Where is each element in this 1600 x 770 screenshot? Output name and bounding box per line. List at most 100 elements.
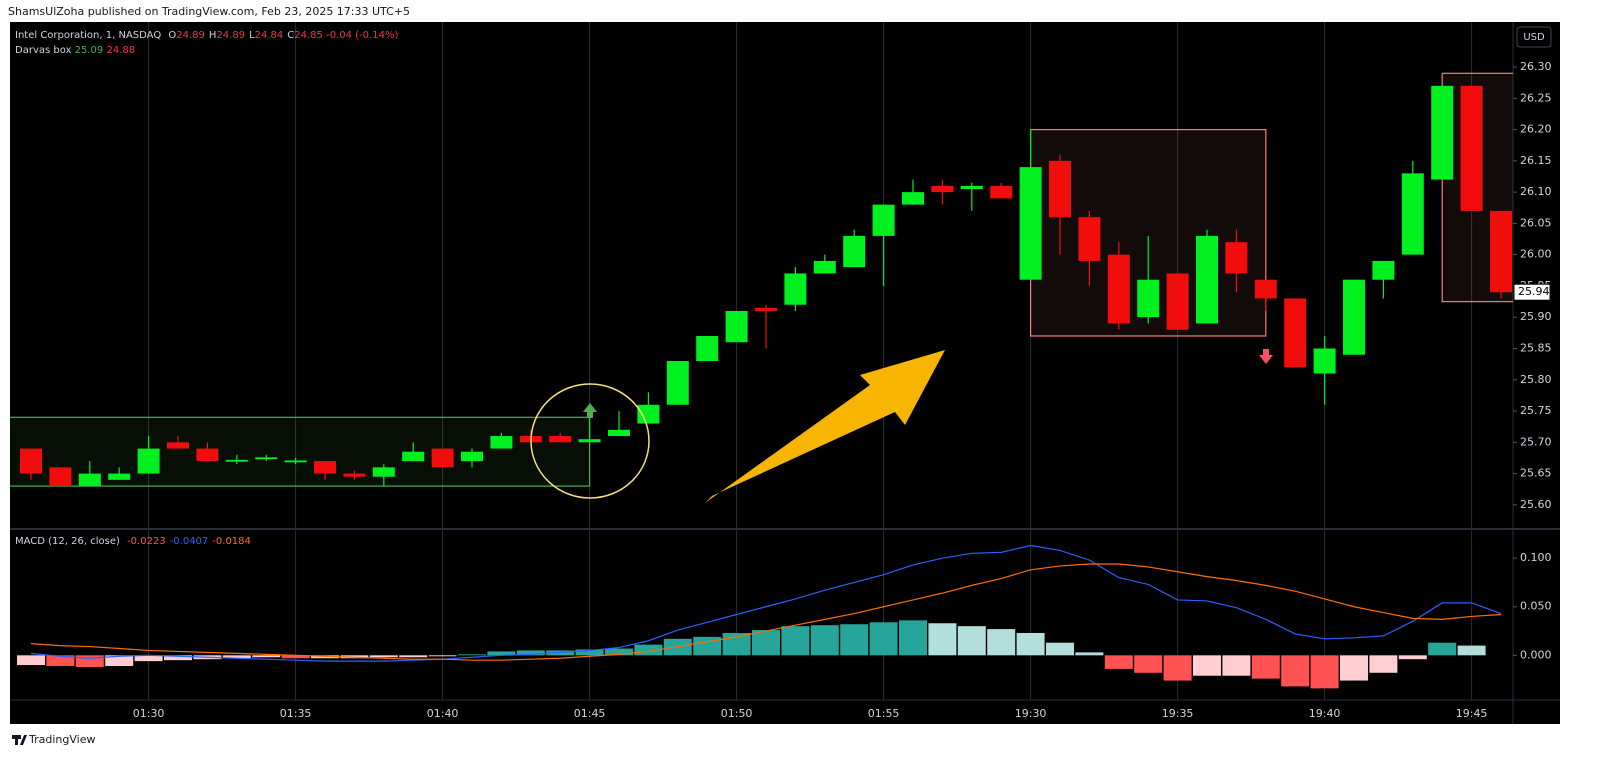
- y-tick-label: 0.000: [1520, 648, 1552, 661]
- macd-value: -0.0184: [212, 536, 251, 547]
- change: -0.04 (-0.14%): [326, 30, 398, 41]
- candle-body: [1078, 217, 1101, 261]
- ohlc-key: O: [168, 30, 176, 41]
- x-tick-label: 01:30: [133, 707, 165, 720]
- macd-histogram-bar: [1016, 632, 1045, 656]
- macd-histogram-bar: [781, 626, 810, 656]
- macd-histogram-bar: [869, 622, 898, 656]
- y-tick-label: 25.60: [1520, 498, 1552, 511]
- macd-histogram-bar: [17, 655, 45, 666]
- candle-body: [960, 185, 983, 189]
- y-tick-label: 26.00: [1520, 248, 1552, 261]
- candle-body: [225, 459, 248, 462]
- darvas-box: [10, 416, 591, 487]
- macd-histogram-bar: [134, 655, 163, 662]
- macd-histogram-bar: [428, 655, 457, 657]
- currency[interactable]: USD: [1523, 32, 1545, 43]
- candle-body: [931, 185, 954, 193]
- macd-histogram-bar: [1428, 642, 1457, 656]
- candle-body: [784, 273, 807, 305]
- candle-body: [1166, 273, 1189, 330]
- darvas-legend: Darvas box 25.09 24.88: [15, 45, 135, 56]
- candle-body: [1196, 235, 1218, 324]
- macd-histogram-bar: [399, 655, 428, 658]
- candle-body: [1431, 85, 1454, 180]
- y-tick-label: 26.20: [1520, 123, 1552, 136]
- axes: 01:30 01:35 01:40 01:45 01:50 01:55 19:30 19:35…: [133, 60, 1552, 720]
- candle-body: [637, 404, 660, 424]
- macd-histogram-bar: [1104, 655, 1133, 669]
- candle-body: [1137, 279, 1160, 318]
- macd-histogram-bar: [487, 651, 516, 656]
- publisher: ShamsUlZoha published on TradingView.com…: [8, 5, 410, 18]
- y-tick-label: 25.80: [1520, 373, 1552, 386]
- darvas-label: Darvas box: [15, 45, 72, 56]
- macd-histogram-bar: [222, 655, 251, 659]
- footer-logo: [12, 735, 27, 745]
- x-tick-label: 01:50: [721, 707, 753, 720]
- candle-body: [1019, 167, 1042, 280]
- macd-histogram-bar: [1075, 652, 1104, 656]
- x-tick-label: 19:40: [1309, 707, 1341, 720]
- chart-background: [10, 22, 1560, 724]
- symbol: Intel Corporation, 1, NASDAQ: [15, 30, 161, 41]
- currency-button[interactable]: [1516, 26, 1552, 48]
- x-tick-label: 01:40: [427, 707, 459, 720]
- y-tick-label: 25.90: [1520, 310, 1552, 323]
- candle-body: [1313, 348, 1336, 374]
- candle-body: [372, 467, 395, 477]
- candle-body: [1343, 279, 1365, 355]
- macd-legend: MACD (12, 26, close) -0.0223 -0.0407 -0.01…: [15, 536, 251, 547]
- candle-body: [755, 307, 777, 311]
- macd-histogram-bar: [46, 655, 75, 666]
- macd-label: MACD (12, 26, close): [15, 536, 120, 547]
- candle-body: [137, 448, 160, 474]
- x-tick-label: 01:55: [868, 707, 900, 720]
- darvas-value: 24.88: [106, 45, 135, 56]
- candle-body: [461, 451, 483, 462]
- macd-histogram-bar: [1398, 655, 1427, 660]
- macd-histogram-bar: [1134, 655, 1163, 673]
- candle-body: [608, 429, 630, 437]
- candle-body: [549, 436, 572, 443]
- candle-body: [49, 467, 72, 487]
- macd-histogram-bar: [605, 648, 633, 656]
- macd-histogram-bar: [369, 655, 398, 658]
- macd-histogram-bar: [1222, 655, 1251, 676]
- macd-histogram-bar: [1457, 645, 1486, 656]
- candle-body: [902, 192, 924, 205]
- y-tick-label: 26.30: [1520, 60, 1552, 73]
- x-tick-label: 19:30: [1015, 707, 1047, 720]
- ohlc-value: 24.85: [294, 30, 323, 41]
- ohlc-key: H: [209, 30, 217, 41]
- macd-histogram-bar: [75, 655, 104, 667]
- candle-body: [1372, 260, 1395, 280]
- ohlc-key: C: [287, 30, 294, 41]
- y-tick-label: 0.050: [1520, 600, 1552, 613]
- highlight-circle: [530, 383, 650, 499]
- last-price: 25.94: [1518, 285, 1550, 298]
- candle-body: [343, 473, 366, 477]
- macd-histogram-bar: [105, 655, 134, 666]
- macd-histogram-bar: [899, 620, 927, 656]
- macd-histogram-bar: [1193, 655, 1221, 676]
- candle-body: [1460, 85, 1483, 211]
- candle-body: [1401, 173, 1424, 255]
- candle-body: [167, 442, 189, 449]
- ohlc-value: 24.89: [216, 30, 245, 41]
- candle-body: [696, 335, 719, 362]
- macd-histogram-bar: [810, 625, 839, 656]
- y-tick-label: 0.100: [1520, 551, 1552, 564]
- macd-histogram-bar: [957, 626, 986, 656]
- macd-pane: [17, 544, 1502, 689]
- macd-histogram-bar: [164, 655, 192, 661]
- candle-body: [431, 448, 454, 468]
- macd-value: -0.0407: [170, 536, 209, 547]
- candle-body: [490, 436, 513, 449]
- signal-line: [30, 563, 1502, 661]
- symbol-legend: Intel Corporation, 1, NASDAQ O 24.89 H 24.8…: [15, 30, 398, 41]
- macd-histogram-bar: [1046, 642, 1074, 656]
- candle-body: [284, 460, 307, 463]
- candle-body: [1254, 279, 1277, 299]
